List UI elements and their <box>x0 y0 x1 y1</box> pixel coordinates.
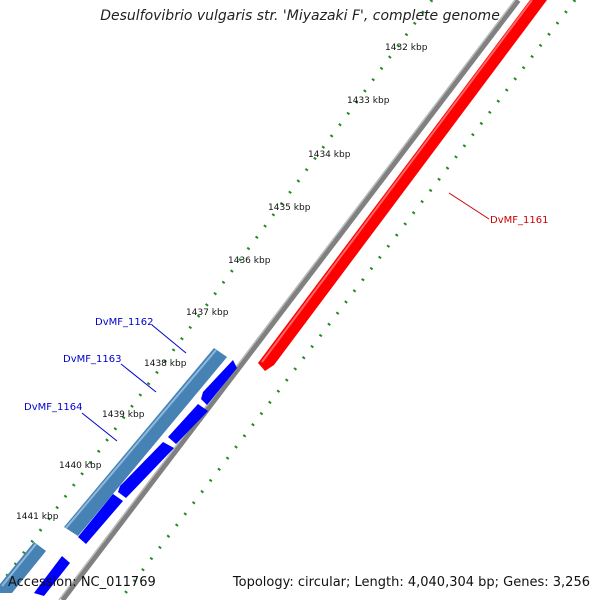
genome-backbone-shine <box>58 0 516 600</box>
kbp-label-1437: 1437 kbp <box>186 308 229 318</box>
gene-label-DvMF_1164[interactable]: DvMF_1164 <box>24 402 82 413</box>
kbp-label-1434: 1434 kbp <box>308 150 351 160</box>
gene-DvMF_1161[interactable] <box>258 0 547 371</box>
gene-label-DvMF_1162[interactable]: DvMF_1162 <box>95 317 153 328</box>
gene-DvMF_1164[interactable] <box>118 442 174 498</box>
kbp-label-1441: 1441 kbp <box>16 512 59 522</box>
gene-DvMF_1163[interactable] <box>168 404 208 444</box>
tick-ring-outer <box>118 0 577 600</box>
kbp-label-1435: 1435 kbp <box>268 203 311 213</box>
label-pointer-DvMF_1162 <box>151 324 187 354</box>
kbp-label-1439: 1439 kbp <box>102 410 145 420</box>
gene-reverse-lower-2[interactable] <box>34 556 70 596</box>
kbp-label-1438: 1438 kbp <box>144 359 187 369</box>
accession-text: Accession: NC_011769 <box>8 575 156 590</box>
label-pointer-DvMF_1163 <box>120 363 157 393</box>
label-pointer-DvMF_1164 <box>81 412 118 442</box>
label-pointer-DvMF_1161 <box>448 192 490 220</box>
kbp-label-1440: 1440 kbp <box>59 461 102 471</box>
gene-DvMF_1162[interactable] <box>201 360 237 405</box>
gene-label-DvMF_1161[interactable]: DvMF_1161 <box>490 215 548 226</box>
cds-highlight-band[interactable] <box>0 348 227 593</box>
genome-summary-text: Topology: circular; Length: 4,040,304 bp… <box>232 575 590 590</box>
kbp-label-1433: 1433 kbp <box>347 96 390 106</box>
gene-reverse-lower-1[interactable] <box>78 494 123 544</box>
kbp-label-1432: 1432 kbp <box>385 43 428 53</box>
tick-ring-inner <box>0 0 434 586</box>
genome-backbone <box>59 0 521 600</box>
genome-title: Desulfovibrio vulgaris str. 'Miyazaki F'… <box>100 8 500 24</box>
kbp-label-1436: 1436 kbp <box>228 256 271 266</box>
gene-label-DvMF_1163[interactable]: DvMF_1163 <box>63 354 121 365</box>
